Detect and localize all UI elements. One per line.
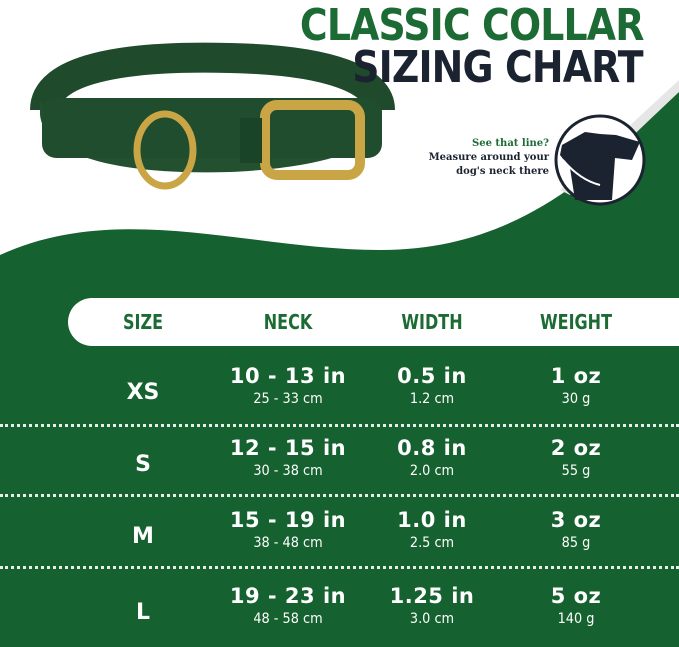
row-divider [0, 566, 679, 569]
neck-cm: 38 - 48 cm [253, 535, 323, 551]
neck-cell: 19 - 23 in 48 - 58 cm [213, 584, 363, 627]
width-in: 0.8 in [397, 436, 467, 460]
collar-image [30, 42, 395, 190]
neck-cell: 15 - 19 in 38 - 48 cm [213, 508, 363, 551]
hint-line-2: Measure around your [428, 152, 549, 163]
size-cell: S [135, 452, 151, 477]
neck-in: 19 - 23 in [229, 584, 347, 608]
width-cm: 2.5 cm [409, 535, 455, 551]
weight-oz: 5 oz [550, 584, 602, 608]
size-cell: L [135, 600, 151, 625]
width-in: 1.0 in [397, 508, 467, 532]
weight-oz: 2 oz [550, 436, 602, 460]
neck-cm: 48 - 58 cm [253, 611, 323, 627]
size-cell: M [132, 524, 154, 549]
row-divider [0, 494, 679, 497]
header-width: WIDTH [401, 310, 463, 334]
neck-cell: 12 - 15 in 30 - 38 cm [213, 436, 363, 479]
dog-head-measure-icon [554, 114, 646, 206]
width-cm: 3.0 cm [409, 611, 455, 627]
width-cell: 0.8 in 2.0 cm [357, 436, 507, 479]
weight-cell: 1 oz 30 g [501, 364, 651, 407]
measure-hint: See that line? Measure around your dog's… [429, 137, 549, 179]
weight-g: 55 g [561, 463, 591, 479]
width-in: 1.25 in [389, 584, 475, 608]
neck-cm: 25 - 33 cm [253, 391, 323, 407]
width-cm: 2.0 cm [409, 463, 455, 479]
weight-g: 30 g [561, 391, 591, 407]
hint-line-3: dog's neck there [456, 166, 549, 177]
title-line-1: CLASSIC COLLAR [299, 0, 643, 51]
neck-cm: 30 - 38 cm [253, 463, 323, 479]
weight-g: 140 g [557, 611, 595, 627]
width-cell: 1.0 in 2.5 cm [357, 508, 507, 551]
neck-in: 10 - 13 in [229, 364, 347, 388]
weight-cell: 3 oz 85 g [501, 508, 651, 551]
weight-g: 85 g [561, 535, 591, 551]
weight-oz: 1 oz [550, 364, 602, 388]
size-cell: XS [126, 380, 160, 405]
neck-in: 15 - 19 in [229, 508, 347, 532]
weight-oz: 3 oz [550, 508, 602, 532]
row-divider [0, 424, 679, 427]
header-neck: NECK [263, 310, 313, 334]
width-cell: 1.25 in 3.0 cm [357, 584, 507, 627]
width-cell: 0.5 in 1.2 cm [357, 364, 507, 407]
width-cm: 1.2 cm [409, 391, 455, 407]
width-in: 0.5 in [397, 364, 467, 388]
neck-in: 12 - 15 in [229, 436, 347, 460]
table-header [68, 298, 679, 346]
header-size: SIZE [122, 310, 163, 334]
weight-cell: 5 oz 140 g [501, 584, 651, 627]
hint-line-1: See that line? [472, 138, 549, 149]
neck-cell: 10 - 13 in 25 - 33 cm [213, 364, 363, 407]
title-line-2: SIZING CHART [352, 42, 644, 93]
weight-cell: 2 oz 55 g [501, 436, 651, 479]
header-weight: WEIGHT [540, 310, 612, 334]
